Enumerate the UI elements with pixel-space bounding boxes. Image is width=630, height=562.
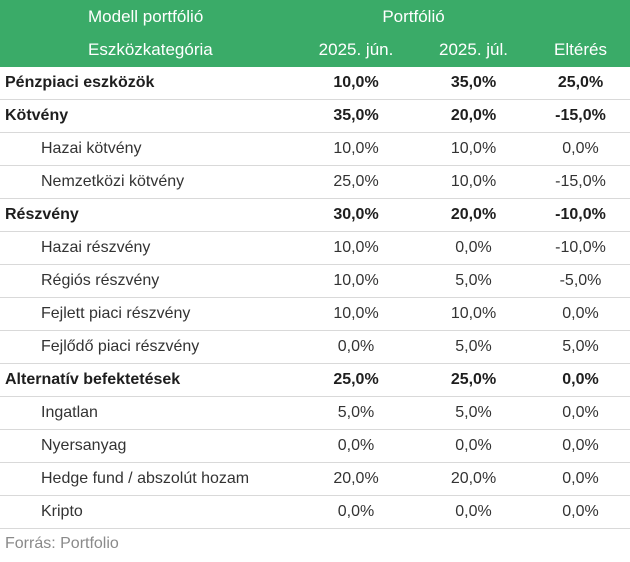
row-july-value: 0,0%: [416, 429, 531, 463]
table-row-category: Pénzpiaci eszközök 10,0% 35,0% 25,0%: [0, 67, 630, 100]
table-row-subcategory: Hedge fund / abszolút hozam 20,0% 20,0% …: [0, 462, 630, 496]
row-june-value: 25,0%: [296, 165, 416, 199]
row-name: Régiós részvény: [0, 264, 296, 298]
row-name: Nyersanyag: [0, 429, 296, 463]
row-name: Nemzetközi kötvény: [0, 165, 296, 199]
row-june-value: 10,0%: [296, 132, 416, 166]
table-row-subcategory: Fejlett piaci részvény 10,0% 10,0% 0,0%: [0, 297, 630, 331]
table-body: Pénzpiaci eszközök 10,0% 35,0% 25,0% Köt…: [0, 67, 630, 529]
row-difference-value: -5,0%: [531, 264, 630, 298]
row-difference-value: 0,0%: [531, 462, 630, 496]
row-july-value: 10,0%: [416, 297, 531, 331]
row-june-value: 10,0%: [296, 297, 416, 331]
row-july-value: 10,0%: [416, 132, 531, 166]
june-column-header: 2025. jún.: [296, 33, 416, 67]
row-name: Ingatlan: [0, 396, 296, 430]
row-name: Fejlett piaci részvény: [0, 297, 296, 331]
table-row-subcategory: Régiós részvény 10,0% 5,0% -5,0%: [0, 264, 630, 298]
row-june-value: 10,0%: [296, 264, 416, 298]
table-row-subcategory: Hazai kötvény 10,0% 10,0% 0,0%: [0, 132, 630, 166]
row-june-value: 10,0%: [296, 67, 416, 100]
table-header: Modell portfólió Portfólió Eszközkategór…: [0, 0, 630, 67]
header-row-top: Modell portfólió Portfólió: [0, 0, 630, 33]
row-difference-value: 0,0%: [531, 363, 630, 397]
table-row-subcategory: Ingatlan 5,0% 5,0% 0,0%: [0, 396, 630, 430]
row-difference-value: -10,0%: [531, 231, 630, 265]
row-june-value: 0,0%: [296, 495, 416, 529]
row-july-value: 0,0%: [416, 495, 531, 529]
row-difference-value: 0,0%: [531, 429, 630, 463]
row-name: Kötvény: [0, 99, 296, 133]
row-difference-value: -15,0%: [531, 99, 630, 133]
header-empty-cell: [531, 0, 630, 33]
july-column-header: 2025. júl.: [416, 33, 531, 67]
table-row-subcategory: Nemzetközi kötvény 25,0% 10,0% -15,0%: [0, 165, 630, 199]
portfolio-allocation-table: Modell portfólió Portfólió Eszközkategór…: [0, 0, 630, 529]
row-july-value: 5,0%: [416, 396, 531, 430]
row-difference-value: -15,0%: [531, 165, 630, 199]
difference-column-header: Eltérés: [531, 33, 630, 67]
header-row-bottom: Eszközkategória 2025. jún. 2025. júl. El…: [0, 33, 630, 67]
table-row-subcategory: Kripto 0,0% 0,0% 0,0%: [0, 495, 630, 529]
row-name: Részvény: [0, 198, 296, 232]
row-july-value: 5,0%: [416, 330, 531, 364]
row-difference-value: 0,0%: [531, 495, 630, 529]
row-name: Fejlődő piaci részvény: [0, 330, 296, 364]
row-difference-value: -10,0%: [531, 198, 630, 232]
row-july-value: 10,0%: [416, 165, 531, 199]
row-name: Pénzpiaci eszközök: [0, 67, 296, 100]
row-july-value: 20,0%: [416, 99, 531, 133]
table-row-subcategory: Fejlődő piaci részvény 0,0% 5,0% 5,0%: [0, 330, 630, 364]
row-june-value: 35,0%: [296, 99, 416, 133]
row-june-value: 5,0%: [296, 396, 416, 430]
row-difference-value: 5,0%: [531, 330, 630, 364]
row-difference-value: 0,0%: [531, 297, 630, 331]
table-row-category: Alternatív befektetések 25,0% 25,0% 0,0%: [0, 363, 630, 397]
row-june-value: 20,0%: [296, 462, 416, 496]
row-june-value: 10,0%: [296, 231, 416, 265]
row-july-value: 35,0%: [416, 67, 531, 100]
table-row-category: Részvény 30,0% 20,0% -10,0%: [0, 198, 630, 232]
table-row-category: Kötvény 35,0% 20,0% -15,0%: [0, 99, 630, 133]
row-july-value: 0,0%: [416, 231, 531, 265]
row-july-value: 20,0%: [416, 462, 531, 496]
table-row-subcategory: Hazai részvény 10,0% 0,0% -10,0%: [0, 231, 630, 265]
row-name: Hedge fund / abszolút hozam: [0, 462, 296, 496]
table-row-subcategory: Nyersanyag 0,0% 0,0% 0,0%: [0, 429, 630, 463]
row-name: Hazai kötvény: [0, 132, 296, 166]
row-june-value: 0,0%: [296, 429, 416, 463]
row-difference-value: 0,0%: [531, 396, 630, 430]
row-name: Hazai részvény: [0, 231, 296, 265]
row-name: Kripto: [0, 495, 296, 529]
row-difference-value: 0,0%: [531, 132, 630, 166]
row-name: Alternatív befektetések: [0, 363, 296, 397]
source-note: Forrás: Portfolio: [5, 535, 119, 552]
row-june-value: 0,0%: [296, 330, 416, 364]
category-column-header: Eszközkategória: [0, 33, 296, 67]
row-july-value: 25,0%: [416, 363, 531, 397]
row-july-value: 20,0%: [416, 198, 531, 232]
portfolio-header: Portfólió: [296, 0, 531, 33]
row-july-value: 5,0%: [416, 264, 531, 298]
row-june-value: 30,0%: [296, 198, 416, 232]
row-june-value: 25,0%: [296, 363, 416, 397]
row-difference-value: 25,0%: [531, 67, 630, 100]
model-portfolio-header: Modell portfólió: [0, 0, 296, 33]
